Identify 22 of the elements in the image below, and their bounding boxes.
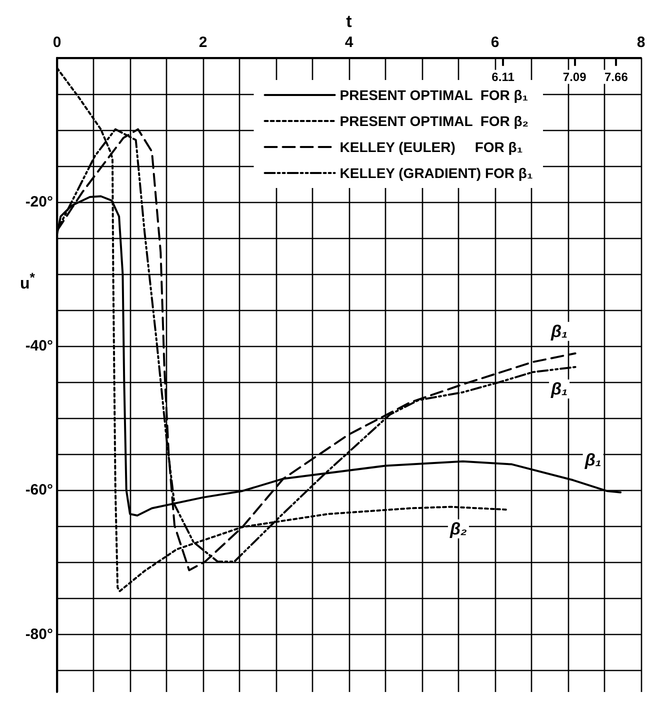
x2-tick-label: 7.66 bbox=[604, 70, 628, 84]
x2-tick-label: 6.11 bbox=[492, 70, 515, 84]
x-tick-label: 6 bbox=[490, 34, 500, 51]
legend-label: PRESENT OPTIMAL FOR β₁ bbox=[340, 87, 528, 103]
y-tick-label: -80° bbox=[25, 626, 53, 643]
y-tick-label: -40° bbox=[25, 338, 53, 355]
annotation: β₁ bbox=[584, 450, 602, 470]
x-tick-label: 8 bbox=[636, 34, 646, 51]
y-axis-title: u$^{*}$ bbox=[20, 270, 35, 294]
y-tick-label: -20° bbox=[25, 194, 53, 211]
annotation: β₂ bbox=[448, 519, 468, 538]
legend-label: PRESENT OPTIMAL FOR β₂ bbox=[340, 113, 529, 129]
annotation: β₁ bbox=[550, 322, 568, 341]
legend-label: KELLEY (EULER) FOR β₁ bbox=[340, 139, 523, 155]
x-axis-title: t bbox=[346, 12, 352, 31]
x-tick-label: 2 bbox=[198, 34, 208, 51]
x-tick-label: 0 bbox=[52, 34, 62, 51]
legend-label: KELLEY (GRADIENT) FOR β₁ bbox=[340, 165, 533, 181]
x-tick-label: 4 bbox=[344, 34, 354, 51]
x2-tick-label: 7.09 bbox=[562, 70, 587, 84]
annotation: β₁ bbox=[550, 380, 568, 399]
y-tick-label: -60° bbox=[25, 482, 53, 499]
